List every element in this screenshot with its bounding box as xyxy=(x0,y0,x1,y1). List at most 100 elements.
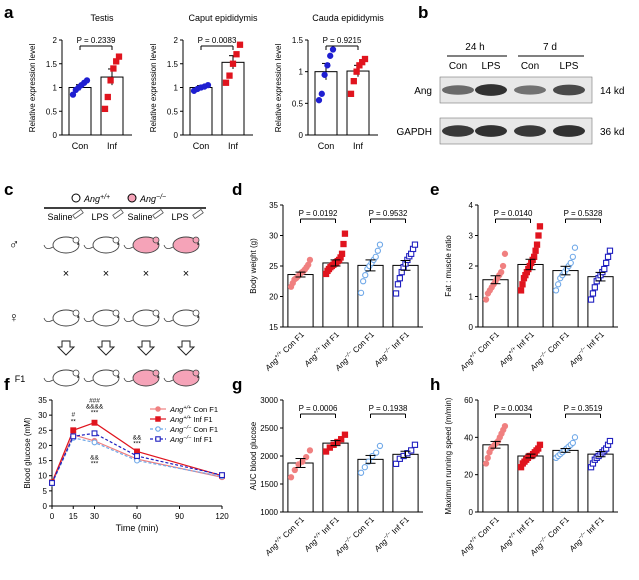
chart-d-point xyxy=(411,241,419,248)
chart-a1-point xyxy=(101,105,109,113)
f-x-tick-label: 30 xyxy=(90,512,99,521)
male-mouse-1 xyxy=(83,236,120,254)
chart-a3-point xyxy=(350,78,357,85)
mouse-tail xyxy=(43,244,54,249)
chart-d-x-label-0: Ang+/+ Con F1 xyxy=(263,330,307,374)
f-point xyxy=(49,480,55,486)
mouse-tail xyxy=(83,317,94,322)
chart-a2-p-value: P = 0.0083 xyxy=(198,36,237,45)
blot-row-label-0: Ang xyxy=(414,86,432,97)
chart-a3-bar-1 xyxy=(346,70,370,136)
f-y-tick-label: 0 xyxy=(43,502,48,511)
chart-a3-point xyxy=(361,55,369,63)
mouse-eye xyxy=(157,316,159,318)
f-point xyxy=(70,433,77,440)
chart-h-p-value-0: P = 0.0034 xyxy=(494,404,533,413)
mouse-eye xyxy=(197,243,199,245)
mouse-body xyxy=(52,369,80,387)
male-mouse-0 xyxy=(43,236,80,254)
f1-mouse-2 xyxy=(123,369,160,387)
chart-auc: AUC blood glucose 1000 1500 2000 2500 3000 Ang… xyxy=(249,396,423,558)
chart-d-point xyxy=(338,250,346,257)
mouse-ear xyxy=(112,369,120,377)
cross-symbol-3: × xyxy=(183,268,189,280)
chart-a1-point xyxy=(115,53,123,60)
panel-letter-c: c xyxy=(4,180,13,199)
chart-a3-point xyxy=(329,46,337,53)
f-ylabel: Blood glucose (mM) xyxy=(23,417,32,488)
f-y-tick-label: 30 xyxy=(38,411,47,420)
male-mouse-2 xyxy=(123,236,160,254)
mouse-eye xyxy=(197,376,199,378)
mouse-eye xyxy=(117,316,119,318)
chart-a3-point xyxy=(315,97,323,104)
chart-e-point xyxy=(498,268,505,276)
down-arrow-icon xyxy=(176,340,196,356)
cross-symbol-0: × xyxy=(63,268,69,280)
chart-e-point xyxy=(532,247,539,254)
chart-h-point xyxy=(501,422,509,430)
blot-lane-label-0: Con xyxy=(449,61,467,72)
chart-cauda: Cauda epididymis Relative expression leve… xyxy=(274,13,384,151)
blot-size-label-1: 36 kd xyxy=(600,127,624,138)
chart-a2-bar-1 xyxy=(221,61,245,136)
mouse-eye xyxy=(117,243,119,245)
chart-a2-point xyxy=(222,79,230,86)
mouse-eye xyxy=(197,316,199,318)
chart-a2-point xyxy=(226,72,233,79)
down-arrow-icon xyxy=(96,340,116,356)
chart-a1-title: Testis xyxy=(90,13,114,23)
legend-wt-swatch xyxy=(71,193,81,203)
blot-band xyxy=(475,84,507,96)
down-arrow-icon xyxy=(136,340,156,356)
f1-label: F1 xyxy=(15,374,26,384)
chart-g-point xyxy=(341,431,349,438)
chart-a3-ylabel: Relative expression level xyxy=(274,44,283,133)
chart-a3-bar-0 xyxy=(314,71,338,136)
mouse-tail xyxy=(163,377,174,382)
panel-letter-a: a xyxy=(4,3,14,22)
f-x-tick-label: 120 xyxy=(215,512,229,521)
breeding-scheme: Ang+/+ Ang−/− Saline LPS Saline LPS ♂ ♀ F1 × × × × xyxy=(9,193,206,387)
chart-g-bar-2 xyxy=(357,458,384,513)
chart-a3-x-label-0: Con xyxy=(318,141,335,151)
blot-lane-label-3: LPS xyxy=(560,61,579,72)
chart-a1-x-label-0: Con xyxy=(72,141,89,151)
chart-h-ylabel: Maximum running speed (m/min) xyxy=(444,397,453,514)
legend-ko-label: Ang−/− xyxy=(139,194,166,204)
chart-e-point xyxy=(530,253,538,260)
chart-a3-title: Cauda epididymis xyxy=(312,13,384,23)
chart-a1-ylabel: Relative expression level xyxy=(28,44,37,133)
chart-d-y-tick-label: 20 xyxy=(269,293,278,302)
mouse-body xyxy=(92,369,120,387)
mouse-tail xyxy=(43,317,54,322)
chart-e-point xyxy=(601,265,608,273)
female-mouse-3 xyxy=(163,309,200,327)
chart-e-bar-0 xyxy=(482,279,509,328)
chart-a3-p-value: P = 0.9215 xyxy=(323,36,362,45)
chart-e-y-tick-label: 2 xyxy=(469,262,474,271)
legend-wt-label: Ang+/+ xyxy=(83,194,110,204)
chart-d-point xyxy=(396,275,403,282)
mouse-ear xyxy=(72,236,80,244)
chart-e-point xyxy=(482,296,490,303)
chart-g-point xyxy=(373,449,380,456)
mouse-ear xyxy=(112,236,120,244)
chart-e-point xyxy=(587,296,595,303)
panel-letter-b: b xyxy=(418,3,428,22)
mouse-tail xyxy=(123,244,134,249)
chart-e-point xyxy=(603,259,610,267)
f-y-tick-label: 20 xyxy=(38,441,47,450)
chart-a3-y-tick-label: 0.5 xyxy=(292,99,304,108)
chart-h-y-tick-label: 20 xyxy=(464,471,473,480)
f-y-tick-label: 35 xyxy=(38,396,47,405)
f-annotation-5: && xyxy=(133,434,142,441)
chart-a2-title: Caput epididymis xyxy=(188,13,258,23)
mouse-tail xyxy=(163,244,174,249)
chart-e-point xyxy=(499,262,507,270)
chart-e-point xyxy=(536,223,544,230)
chart-d-y-tick-label: 35 xyxy=(269,201,278,210)
f-annotation-3: &&&& xyxy=(86,404,104,411)
chart-e-y-tick-label: 0 xyxy=(469,323,474,332)
